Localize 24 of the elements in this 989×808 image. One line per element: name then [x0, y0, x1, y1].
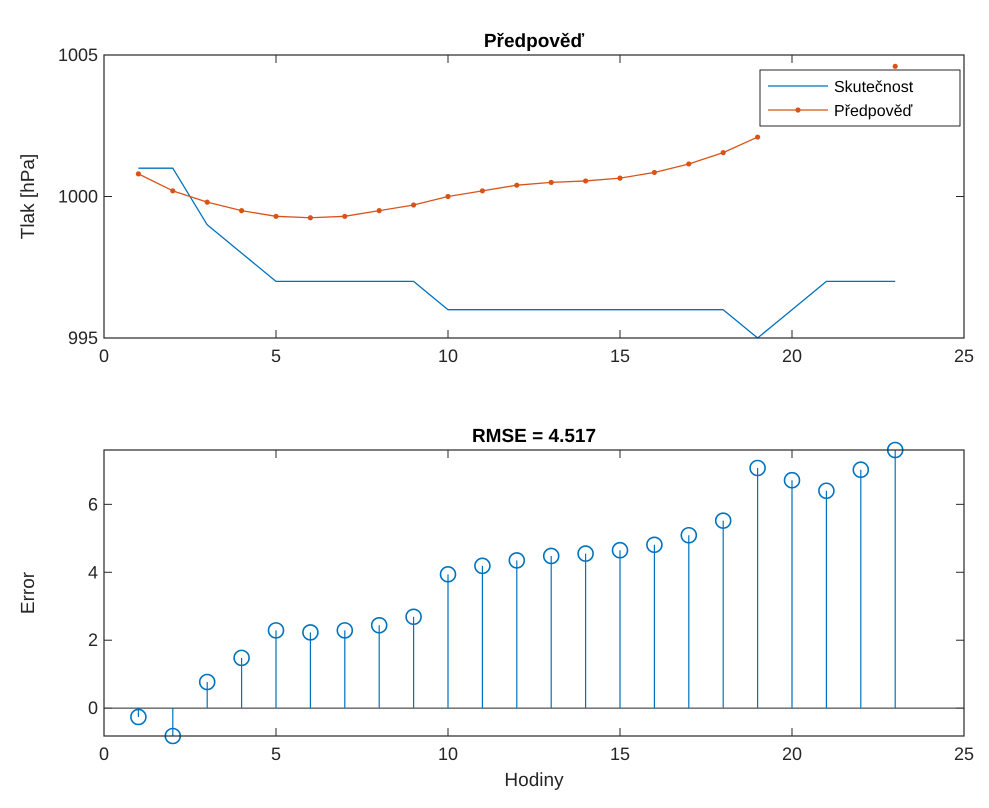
x-tick-label: 10	[438, 346, 458, 366]
y-tick-label: 1000	[58, 186, 98, 206]
y-tick-label: 6	[88, 494, 98, 514]
x-tick-label: 15	[610, 744, 630, 764]
x-tick-label: 20	[782, 744, 802, 764]
legend-label: Skutečnost	[834, 79, 914, 96]
y-axis-title: Error	[18, 571, 39, 614]
y-axis-title: Tlak [hPa]	[18, 154, 39, 240]
x-tick-label: 15	[610, 346, 630, 366]
y-tick-label: 4	[88, 562, 98, 582]
y-tick-label: 995	[68, 328, 98, 348]
x-tick-label: 25	[954, 744, 974, 764]
x-tick-label: 5	[270, 744, 282, 764]
x-tick-label: 5	[270, 346, 282, 366]
chart-title: RMSE = 4.517	[472, 426, 596, 447]
x-axis-title: Hodiny	[504, 770, 564, 791]
chart-title: Předpověď	[484, 31, 584, 52]
legend-label: Předpověď	[834, 103, 912, 120]
x-tick-label: 10	[438, 744, 458, 764]
x-tick-label: 20	[782, 346, 802, 366]
y-tick-label: 1005	[58, 45, 98, 65]
y-tick-label: 0	[88, 698, 98, 718]
y-tick-label: 2	[88, 630, 98, 650]
x-tick-label: 25	[954, 346, 974, 366]
